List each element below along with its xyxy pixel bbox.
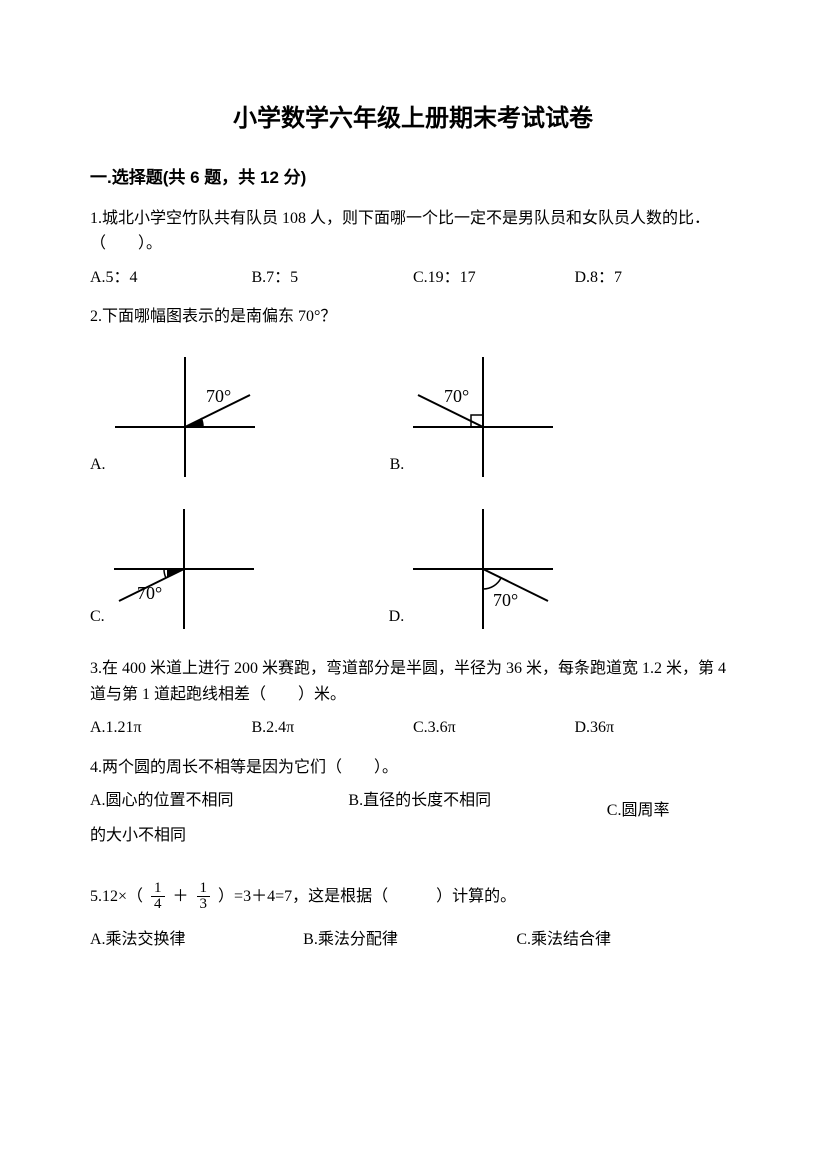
q4-text: 4.两个圆的周长不相等是因为它们（ ）。 — [90, 755, 736, 781]
q2-label-a: A. — [90, 452, 106, 478]
q2-label-b: B. — [390, 452, 405, 478]
question-2: 2.下面哪幅图表示的是南偏东 70°？ A. 70° B. — [90, 304, 736, 634]
q5-options: A.乘法交换律 B.乘法分配律 C.乘法结合律 — [90, 927, 736, 953]
q5-frac2-num: 1 — [197, 881, 211, 898]
q2-label-d: D. — [389, 604, 405, 630]
q5-frac1-den: 4 — [151, 897, 165, 913]
q4-opt-a: A.圆心的位置不相同 — [90, 788, 348, 814]
q3-text: 3.在 400 米道上进行 200 米赛跑，弯道部分是半圆，半径为 36 米，每… — [90, 656, 736, 707]
q1-text: 1.城北小学空竹队共有队员 108 人，则下面哪一个比一定不是男队员和女队员人数… — [90, 206, 736, 257]
q2-row-1: A. 70° B. 70° — [90, 352, 736, 482]
angle-text-a: 70° — [206, 386, 231, 406]
q4-opt-b: B.直径的长度不相同 — [348, 788, 606, 814]
q5-expression: 5.12×（ 1 4 ＋ 1 3 ）=3＋4=7，这是根据（ ）计算的。 — [90, 881, 736, 914]
q5-prefix: 5.12×（ — [90, 884, 143, 910]
question-3: 3.在 400 米道上进行 200 米赛跑，弯道部分是半圆，半径为 36 米，每… — [90, 656, 736, 741]
diagram-b-svg: 70° — [408, 352, 558, 482]
diagram-c-svg: 70° — [109, 504, 259, 634]
angle-text-d: 70° — [493, 590, 518, 610]
q2-text: 2.下面哪幅图表示的是南偏东 70°？ — [90, 304, 736, 330]
q2-diagram-a: A. 70° — [90, 352, 260, 482]
q5-frac1-num: 1 — [151, 881, 165, 898]
question-4: 4.两个圆的周长不相等是因为它们（ ）。 A.圆心的位置不相同 B.直径的长度不… — [90, 755, 736, 897]
q5-frac2-den: 3 — [197, 897, 211, 913]
page-title: 小学数学六年级上册期末考试试卷 — [90, 100, 736, 138]
q2-diagram-c: C. 70° — [90, 504, 259, 634]
question-5: 5.12×（ 1 4 ＋ 1 3 ）=3＋4=7，这是根据（ ）计算的。 A.乘… — [90, 881, 736, 953]
q3-options: A.1.21π B.2.4π C.3.6π D.36π — [90, 715, 736, 741]
q5-suffix: ）=3＋4=7，这是根据（ ）计算的。 — [218, 884, 516, 910]
q4-opt-c-part1: C.圆周率 — [607, 798, 736, 824]
exam-page: 小学数学六年级上册期末考试试卷 一.选择题(共 6 题，共 12 分) 1.城北… — [0, 0, 826, 1169]
q5-opt-b: B.乘法分配律 — [303, 927, 516, 953]
q2-label-c: C. — [90, 604, 105, 630]
q5-frac-1: 1 4 — [151, 881, 165, 914]
diagram-a-svg: 70° — [110, 352, 260, 482]
q5-opt-a: A.乘法交换律 — [90, 927, 303, 953]
angle-text-b: 70° — [444, 386, 469, 406]
q1-opt-d: D.8：7 — [575, 265, 737, 291]
q1-options: A.5：4 B.7：5 C.19：17 D.8：7 — [90, 265, 736, 291]
q3-opt-c: C.3.6π — [413, 715, 575, 741]
q3-opt-b: B.2.4π — [252, 715, 414, 741]
q5-opt-c: C.乘法结合律 — [516, 927, 729, 953]
q5-plus: ＋ — [173, 884, 189, 910]
section-heading: 一.选择题(共 6 题，共 12 分) — [90, 164, 736, 191]
q2-diagram-d: D. 70° — [389, 504, 559, 634]
q5-frac-2: 1 3 — [197, 881, 211, 914]
angle-text-c: 70° — [137, 583, 162, 603]
q4-opt-c-part2: 的大小不相同 — [90, 823, 736, 849]
q1-opt-c: C.19：17 — [413, 265, 575, 291]
q3-opt-a: A.1.21π — [90, 715, 252, 741]
q2-diagram-b: B. 70° — [390, 352, 559, 482]
diagram-d-svg: 70° — [408, 504, 558, 634]
q3-opt-d: D.36π — [575, 715, 737, 741]
question-1: 1.城北小学空竹队共有队员 108 人，则下面哪一个比一定不是男队员和女队员人数… — [90, 206, 736, 291]
q1-opt-b: B.7：5 — [252, 265, 414, 291]
q1-opt-a: A.5：4 — [90, 265, 252, 291]
q2-row-2: C. 70° D. 70° — [90, 504, 736, 634]
